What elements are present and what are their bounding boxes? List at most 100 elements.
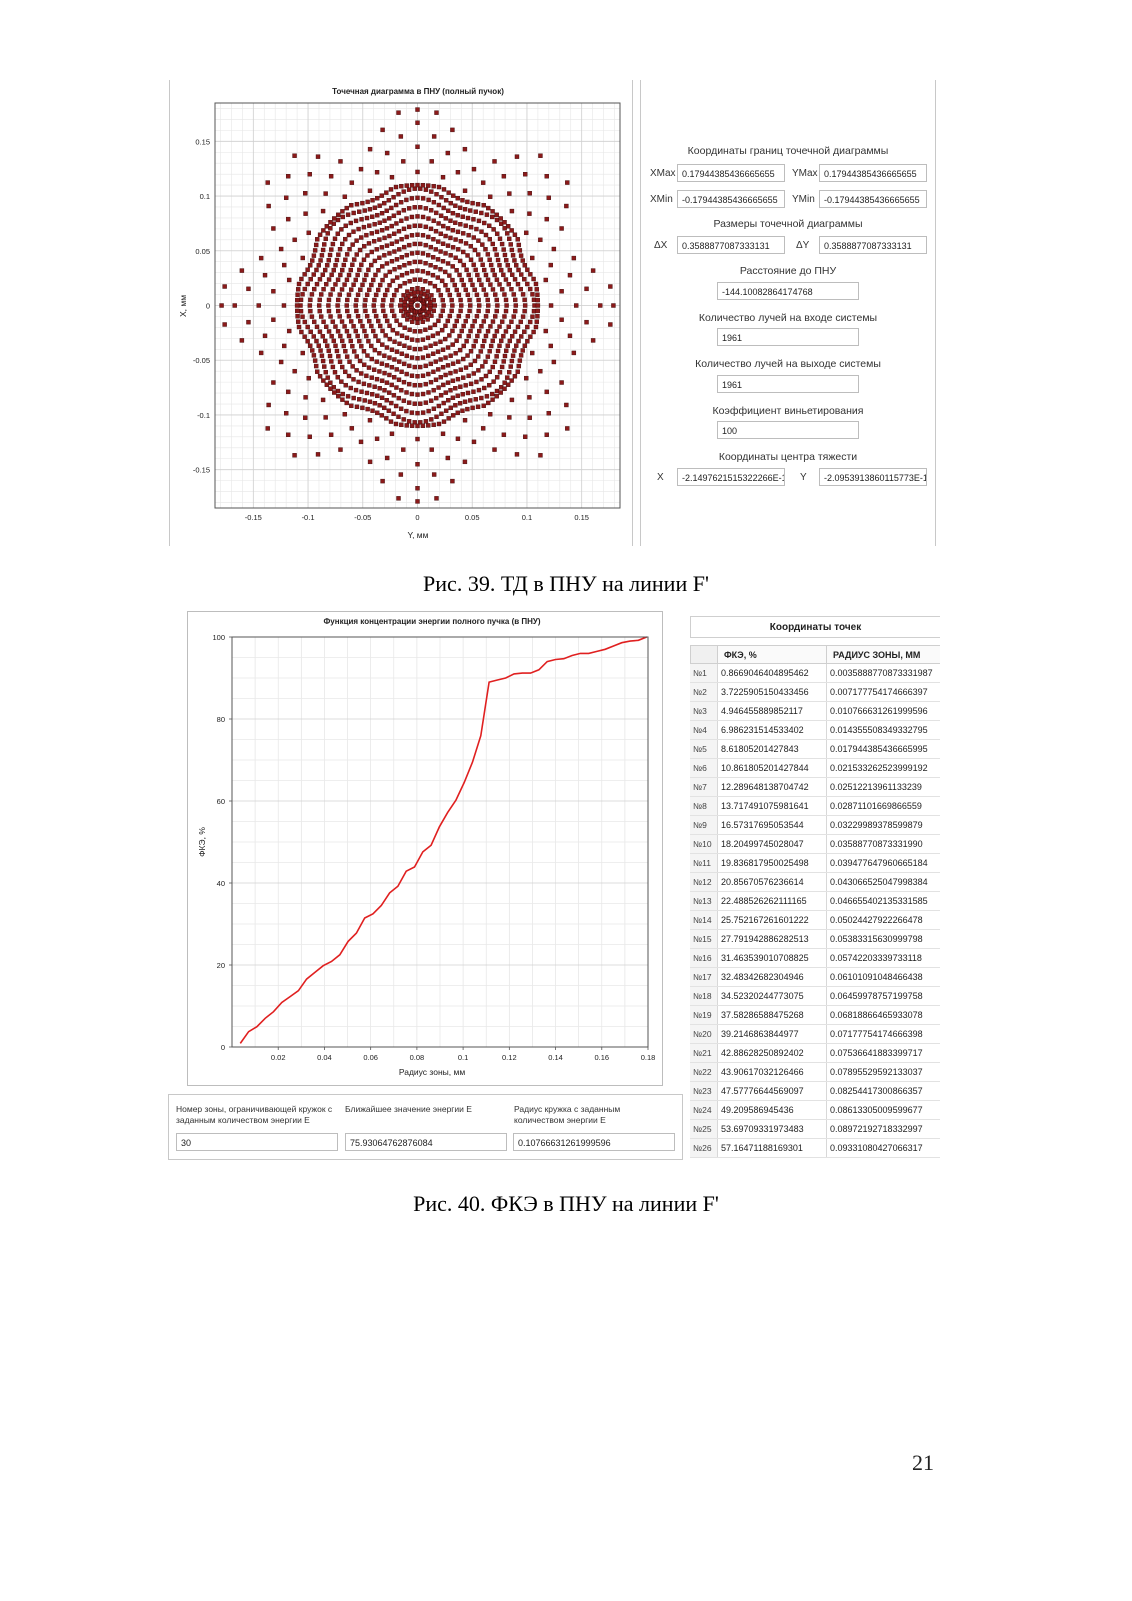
vignetting-field[interactable]: 100	[717, 421, 859, 439]
cell-fke[interactable]: 16.57317695053544	[717, 816, 827, 835]
spot-point	[441, 400, 446, 406]
spot-point	[347, 359, 352, 364]
cell-radius[interactable]: 0.05742203339733118	[826, 949, 940, 968]
cell-radius[interactable]: 0.043066525047998384	[826, 873, 940, 892]
spot-point	[332, 370, 338, 375]
spot-point	[483, 359, 488, 364]
spot-point	[412, 205, 417, 210]
cell-fke[interactable]: 25.752167261601222	[717, 911, 827, 930]
cell-radius[interactable]: 0.02512213961133239	[826, 778, 940, 797]
cell-fke[interactable]: 19.836817950025498	[717, 854, 827, 873]
distance-field[interactable]: -144.10082864174768	[717, 282, 859, 300]
spot-point	[470, 323, 475, 329]
zone-field[interactable]: 30	[176, 1133, 338, 1151]
spot-point	[436, 221, 441, 226]
cell-fke[interactable]: 22.488526262111165	[717, 892, 827, 911]
cell-radius[interactable]: 0.007177754174666397	[826, 683, 940, 702]
cell-fke[interactable]: 43.90617032126466	[717, 1063, 827, 1082]
cell-fke[interactable]: 0.8669046404895462	[717, 664, 827, 683]
spot-point	[446, 398, 451, 403]
cell-radius[interactable]: 0.08254417300866357	[826, 1082, 940, 1101]
cell-radius[interactable]: 0.046655402135331585	[826, 892, 940, 911]
cell-fke[interactable]: 32.48342682304946	[717, 968, 827, 987]
y-tick-label: 0.05	[195, 247, 210, 256]
energy-field[interactable]: 75.93064762876084	[345, 1133, 507, 1151]
cell-radius[interactable]: 0.06818866465933078	[826, 1006, 940, 1025]
cell-radius[interactable]: 0.02871101669866559	[826, 797, 940, 816]
ymin-field[interactable]: -0.17944385436665655	[819, 190, 927, 208]
cell-fke[interactable]: 49.209586945436	[717, 1101, 827, 1120]
cell-radius[interactable]: 0.010766631261999596	[826, 702, 940, 721]
cell-radius[interactable]: 0.03588770873331990	[826, 835, 940, 854]
spot-point	[377, 369, 382, 374]
cell-radius[interactable]: 0.07536641883399717	[826, 1044, 940, 1063]
cell-radius[interactable]: 0.014355508349332795	[826, 721, 940, 740]
cell-radius[interactable]: 0.017944385436665995	[826, 740, 940, 759]
cell-fke[interactable]: 18.20499745028047	[717, 835, 827, 854]
cell-fke[interactable]: 39.2146863844977	[717, 1025, 827, 1044]
cell-radius[interactable]: 0.09331080427066317	[826, 1139, 940, 1158]
cell-radius[interactable]: 0.021533262523999192	[826, 759, 940, 778]
col-header-fke[interactable]: ФКЭ, %	[717, 645, 827, 664]
cell-fke[interactable]: 20.85670576236614	[717, 873, 827, 892]
cell-radius[interactable]: 0.03229989378599879	[826, 816, 940, 835]
spot-point	[364, 390, 370, 396]
cell-radius[interactable]: 0.07895529592133037	[826, 1063, 940, 1082]
cell-radius[interactable]: 0.08613305009599677	[826, 1101, 940, 1120]
cell-fke[interactable]: 13.717491075981641	[717, 797, 827, 816]
spot-point	[488, 324, 493, 329]
spot-point	[471, 439, 477, 445]
cell-fke[interactable]: 31.463539010708825	[717, 949, 827, 968]
cell-radius[interactable]: 0.07177754174666398	[826, 1025, 940, 1044]
spot-point	[373, 272, 378, 278]
spot-point	[524, 230, 529, 236]
xmin-field[interactable]: -0.17944385436665655	[677, 190, 785, 208]
cell-radius[interactable]: 0.06459978757199758	[826, 987, 940, 1006]
spot-point	[380, 303, 385, 308]
cell-fke[interactable]: 4.946455889852117	[717, 702, 827, 721]
rays-in-field[interactable]: 1961	[717, 328, 859, 346]
cell-fke[interactable]: 6.986231514533402	[717, 721, 827, 740]
cell-radius[interactable]: 0.05024427922266478	[826, 911, 940, 930]
cell-fke[interactable]: 12.289648138704742	[717, 778, 827, 797]
col-header-radius[interactable]: РАДИУС ЗОНЫ, ММ	[826, 645, 940, 664]
cell-fke[interactable]: 47.57776644569097	[717, 1082, 827, 1101]
spot-point	[317, 374, 323, 379]
spot-point	[486, 303, 491, 308]
cell-radius[interactable]: 0.0035888770873331987	[826, 664, 940, 683]
spot-point	[459, 277, 464, 283]
cell-radius[interactable]: 0.039477647960665184	[826, 854, 940, 873]
cell-fke[interactable]: 37.58286588475268	[717, 1006, 827, 1025]
spot-point	[423, 224, 428, 230]
cell-radius[interactable]: 0.08972192718332997	[826, 1120, 940, 1139]
dx-field[interactable]: 0.3588877087333131	[677, 236, 785, 254]
cell-fke[interactable]: 10.861805201427844	[717, 759, 827, 778]
spot-point	[449, 308, 454, 314]
spot-point	[394, 349, 400, 354]
spot-point	[404, 252, 409, 258]
cell-fke[interactable]: 34.52320244773075	[717, 987, 827, 1006]
cy-field[interactable]: -2.0953913860115773E-17	[819, 468, 927, 486]
dy-field[interactable]: 0.3588877087333131	[819, 236, 927, 254]
spot-point	[503, 308, 509, 314]
cell-radius[interactable]: 0.05383315630999798	[826, 930, 940, 949]
cell-fke[interactable]: 3.7225905150433456	[717, 683, 827, 702]
rays-out-field[interactable]: 1961	[717, 375, 859, 393]
ymax-field[interactable]: 0.17944385436665655	[819, 164, 927, 182]
spot-point	[491, 227, 496, 232]
cell-fke[interactable]: 27.791942886282513	[717, 930, 827, 949]
cell-fke[interactable]: 8.61805201427843	[717, 740, 827, 759]
cell-radius[interactable]: 0.06101091048466438	[826, 968, 940, 987]
cell-fke[interactable]: 53.69709331973483	[717, 1120, 827, 1139]
spot-point	[387, 323, 392, 329]
spot-point	[507, 191, 512, 196]
cell-fke[interactable]: 57.16471188169301	[717, 1139, 827, 1158]
spot-point	[487, 412, 493, 417]
spot-point	[428, 262, 433, 268]
xmax-field[interactable]: 0.17944385436665655	[677, 164, 785, 182]
spot-point	[499, 267, 504, 273]
cell-fke[interactable]: 42.88628250892402	[717, 1044, 827, 1063]
spot-point	[470, 282, 475, 288]
radius-field[interactable]: 0.10766631261999596	[513, 1133, 675, 1151]
cx-field[interactable]: -2.1497621515322266E-16	[677, 468, 785, 486]
